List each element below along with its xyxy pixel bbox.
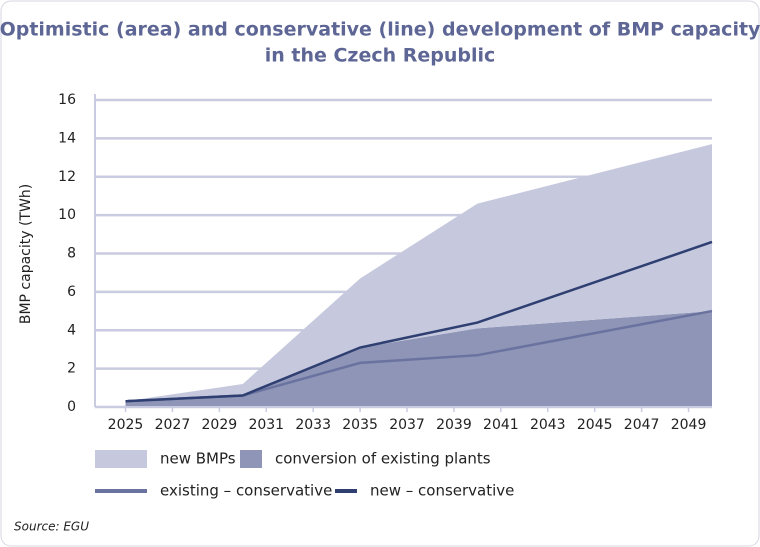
x-tick-label: 2035 [342, 417, 378, 433]
x-tick-label: 2045 [577, 417, 613, 433]
x-tick-label: 2027 [155, 417, 191, 433]
x-tick-label: 2049 [671, 417, 707, 433]
x-tick-label: 2041 [483, 417, 519, 433]
y-tick-label: 14 [58, 130, 76, 146]
legend-swatch [240, 450, 262, 468]
y-tick-label: 2 [67, 361, 76, 377]
y-tick-label: 6 [67, 284, 76, 300]
legend-label: existing – conservative [160, 482, 332, 500]
x-tick-label: 2031 [248, 417, 284, 433]
x-tick-label: 2029 [202, 417, 238, 433]
legend-label: conversion of existing plants [275, 450, 491, 468]
line [125, 240, 713, 403]
source: Source: EGU [14, 520, 89, 534]
area [125, 144, 712, 402]
y-tick-label: 0 [67, 399, 76, 415]
x-tick-label: 2043 [530, 417, 566, 433]
chart-title: Optimistic (area) and conservative (line… [0, 19, 760, 41]
legend-label: new BMPs [160, 450, 236, 468]
x-tick-label: 2037 [389, 417, 425, 433]
x-tick-label: 2033 [295, 417, 331, 433]
legend-swatch [95, 450, 147, 468]
y-tick-label: 8 [67, 246, 76, 262]
y-tick-label: 16 [58, 92, 76, 108]
legend-label: new – conservative [370, 482, 514, 500]
x-tick-label: 2047 [624, 417, 660, 433]
chart-title: in the Czech Republic [265, 45, 496, 67]
y-tick-label: 10 [58, 207, 76, 223]
x-tick-label: 2025 [108, 417, 144, 433]
y-axis-label: BMP capacity (TWh) [18, 184, 34, 324]
y-tick-label: 12 [58, 169, 76, 185]
y-tick-label: 4 [67, 322, 76, 338]
x-tick-label: 2039 [436, 417, 472, 433]
